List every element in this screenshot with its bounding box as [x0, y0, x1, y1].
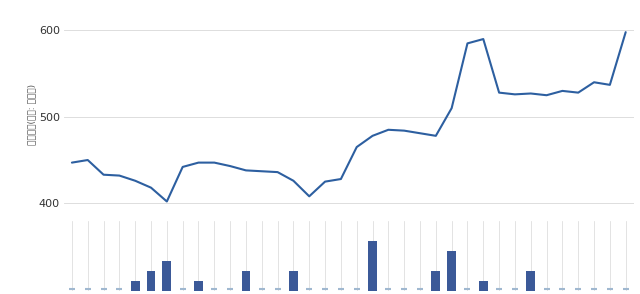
Bar [479, 281, 488, 291]
Bar [289, 271, 298, 291]
Bar [527, 271, 535, 291]
Bar [242, 271, 250, 291]
Bar [163, 261, 171, 291]
Bar [147, 271, 156, 291]
Bar [131, 281, 140, 291]
Bar [368, 241, 377, 291]
Bar [447, 251, 456, 291]
Bar [431, 271, 440, 291]
Y-axis label: 거래금액(단위: 백만원): 거래금액(단위: 백만원) [27, 84, 36, 145]
Bar [194, 281, 203, 291]
